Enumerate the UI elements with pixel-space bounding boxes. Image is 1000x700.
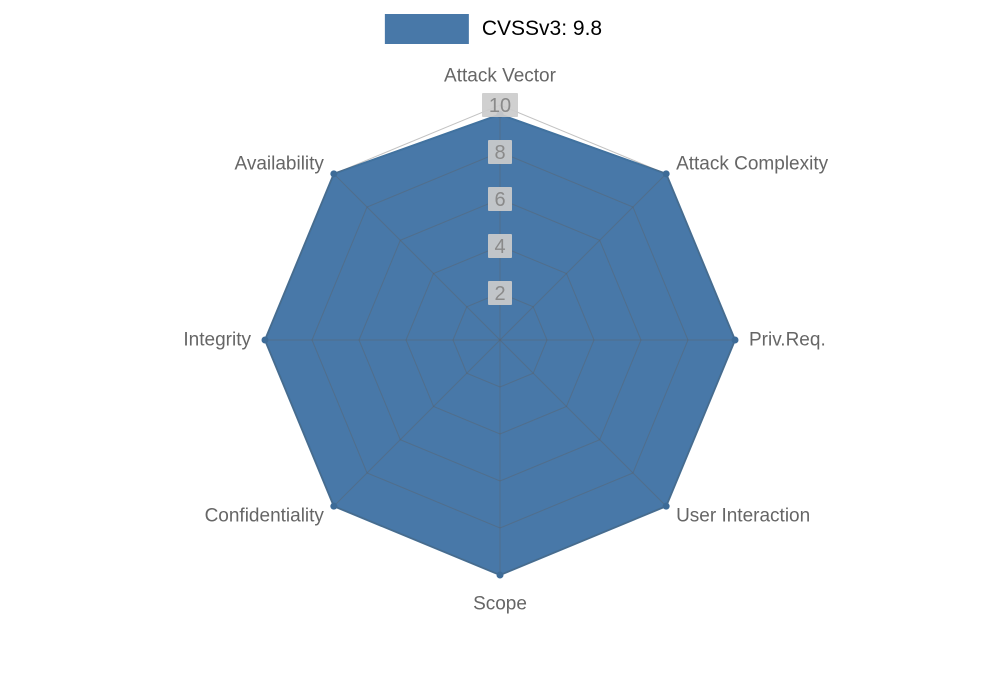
tick-label: 8	[494, 142, 505, 164]
tick-label: 10	[489, 95, 511, 117]
axis-spoke	[499, 173, 667, 341]
axis-spoke	[333, 339, 501, 507]
axis-spoke	[499, 339, 667, 507]
chart-legend[interactable]: CVSSv3: 9.8	[384, 14, 603, 44]
axis-label-scope: Scope	[473, 594, 527, 615]
tick-label-bg	[488, 140, 512, 164]
axis-label-priv-req-: Priv.Req.	[749, 330, 826, 351]
tick-label: 4	[494, 236, 505, 258]
axis-label-attack-vector: Attack Vector	[444, 66, 557, 87]
legend-label: CVSSv3: 9.8	[481, 17, 603, 40]
axis-label-confidentiality: Confidentiality	[205, 506, 325, 527]
grid-ring	[311, 151, 689, 529]
axis-label-attack-complexity: Attack Complexity	[676, 153, 829, 174]
grid-ring	[452, 292, 548, 388]
legend-swatch	[384, 14, 469, 44]
series-marker	[330, 170, 338, 178]
series-marker	[261, 336, 269, 344]
series-marker	[662, 502, 670, 510]
tick-label-bg	[482, 93, 518, 117]
axis-spoke	[333, 173, 501, 341]
grid-ring	[405, 245, 595, 435]
tick-label-bg	[488, 234, 512, 258]
tick-label-bg	[488, 187, 512, 211]
tick-label: 2	[494, 283, 505, 305]
tick-label: 6	[494, 189, 505, 211]
series-marker	[330, 502, 338, 510]
grid-ring	[358, 198, 642, 482]
series-marker	[662, 170, 670, 178]
series-marker	[496, 571, 504, 579]
axis-label-user-interaction: User Interaction	[676, 506, 810, 527]
series-marker	[731, 336, 739, 344]
axis-label-integrity: Integrity	[183, 330, 251, 351]
axis-label-availability: Availability	[235, 153, 325, 174]
tick-label-bg	[488, 281, 512, 305]
